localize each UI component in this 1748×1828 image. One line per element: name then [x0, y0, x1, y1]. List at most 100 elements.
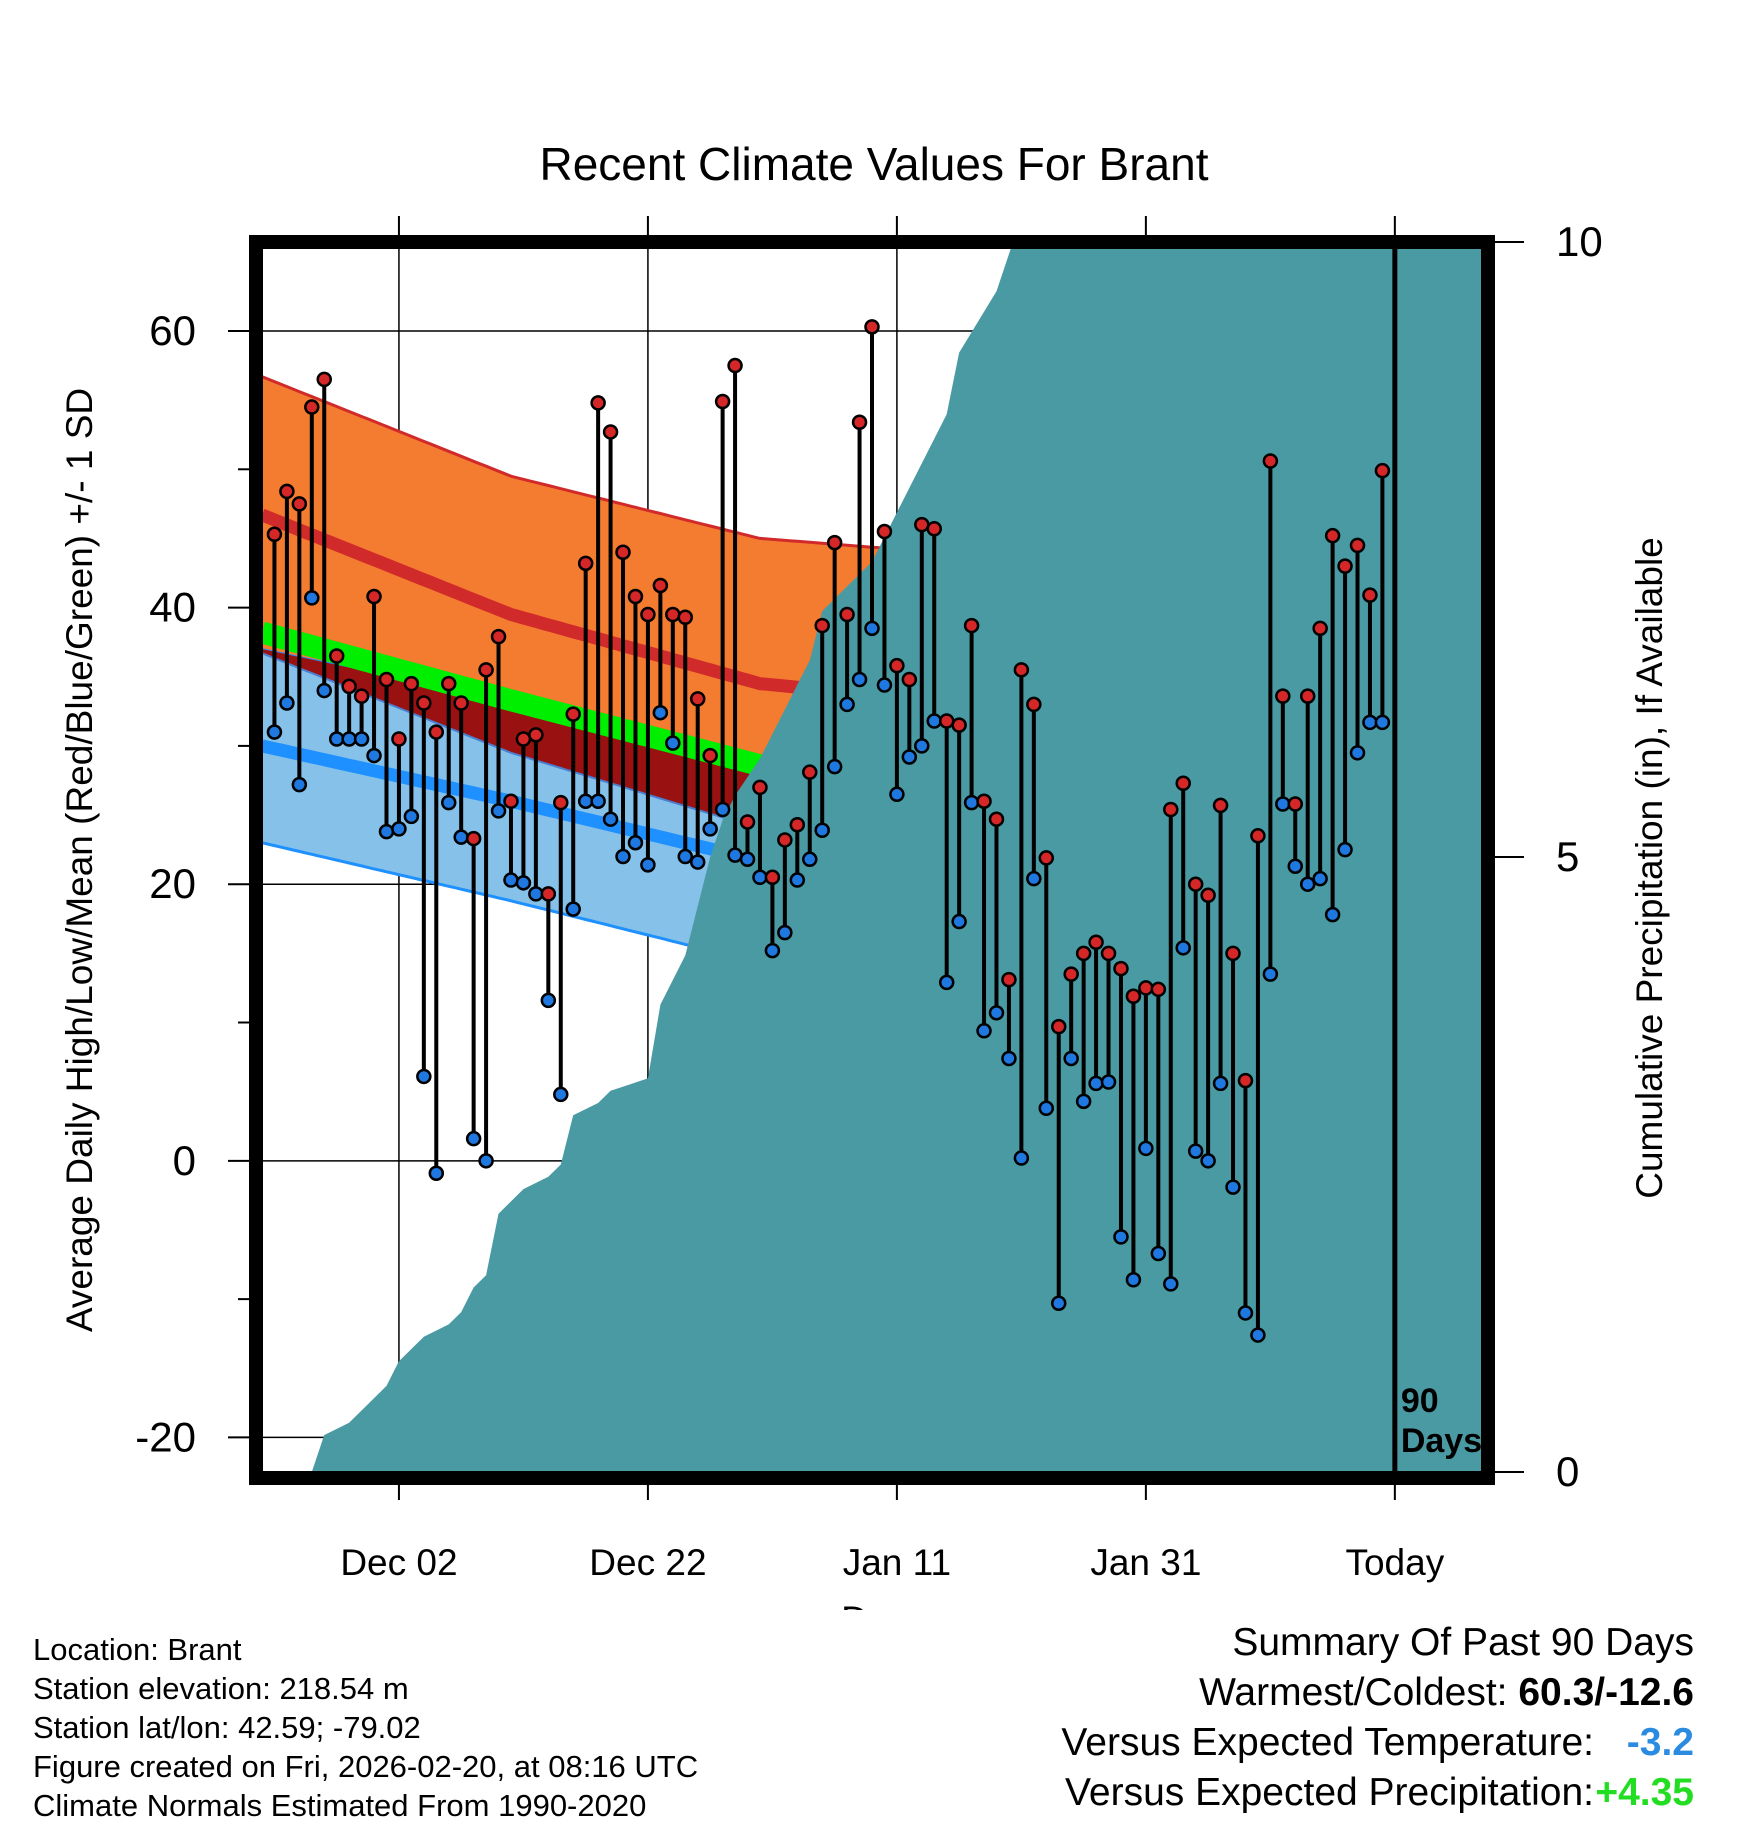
daily-low-point — [777, 924, 793, 941]
daily-low-point — [428, 1165, 445, 1182]
daily-low-point — [889, 786, 905, 803]
daily-low-point — [416, 1068, 432, 1085]
daily-high-point — [478, 662, 494, 678]
summary-temp-row: Versus Expected Temperature: -3.2 — [1061, 1718, 1694, 1768]
daily-low-point — [366, 747, 382, 764]
period-label-number: 90 — [1401, 1382, 1439, 1420]
daily-low-point — [876, 677, 893, 693]
daily-high-point — [1275, 688, 1291, 704]
daily-high-point — [341, 678, 357, 695]
plot-area — [262, 248, 1482, 1472]
daily-high-point — [739, 814, 756, 830]
daily-high-point — [1349, 537, 1366, 554]
daily-low-point — [839, 696, 855, 713]
daily-high-point — [428, 724, 445, 740]
daily-low-point — [602, 811, 619, 827]
daily-low-point — [1200, 1153, 1216, 1169]
temp-label: Versus Expected Temperature: — [1061, 1721, 1594, 1764]
daily-high-point — [391, 731, 407, 747]
daily-high-point — [266, 526, 283, 543]
daily-high-point — [1163, 801, 1179, 818]
summary-warmest-row: Warmest/Coldest: 60.3/-12.6 — [1061, 1668, 1694, 1718]
daily-high-point — [304, 399, 320, 415]
daily-low-point — [615, 848, 631, 865]
daily-low-point — [1312, 870, 1328, 887]
daily-low-point — [627, 834, 644, 851]
daily-low-point — [1063, 1050, 1079, 1067]
daily-high-point — [540, 886, 557, 902]
warmest-value: 60.3/-12.6 — [1518, 1671, 1694, 1714]
daily-low-point — [1113, 1229, 1129, 1245]
daily-low-point — [814, 822, 830, 839]
daily-low-point — [1163, 1276, 1179, 1292]
summary-precip-row: Versus Expected Precipitation:+4.35 — [1061, 1768, 1694, 1818]
daily-low-point — [1337, 841, 1353, 858]
daily-high-point — [1175, 775, 1191, 791]
location-text: Location: Brant — [33, 1632, 242, 1667]
daily-high-point — [864, 319, 880, 335]
daily-high-point — [1038, 850, 1055, 866]
daily-low-point — [714, 801, 731, 818]
daily-high-point — [553, 794, 569, 811]
daily-low-point — [590, 793, 606, 809]
precip-label: Versus Expected Precipitation: — [1065, 1771, 1594, 1814]
daily-high-point — [615, 544, 631, 561]
daily-high-point — [1100, 945, 1117, 962]
daily-high-point — [963, 617, 980, 634]
daily-high-point — [515, 731, 532, 747]
daily-low-point — [1088, 1075, 1104, 1092]
daily-low-point — [1075, 1093, 1092, 1110]
daily-high-point — [1337, 558, 1353, 574]
daily-low-point — [752, 869, 768, 886]
daily-high-point — [951, 717, 967, 733]
normals-text: Climate Normals Estimated From 1990-2020 — [33, 1788, 647, 1823]
y-axis-label: Average Daily High/Low/Mean (Red/Blue/Gr… — [59, 388, 100, 1332]
daily-high-point — [876, 523, 893, 540]
daily-high-point — [1075, 945, 1092, 962]
daily-high-point — [727, 357, 743, 374]
y-tick-label: 40 — [149, 584, 196, 631]
daily-high-point — [1200, 887, 1216, 904]
daily-high-point — [814, 617, 830, 634]
daily-low-point — [1237, 1305, 1254, 1321]
daily-low-point — [503, 872, 519, 888]
daily-high-point — [1299, 688, 1316, 704]
daily-low-point — [1349, 745, 1366, 761]
daily-high-point — [1013, 662, 1030, 678]
daily-low-point — [378, 823, 395, 840]
daily-high-point — [353, 688, 370, 704]
daily-low-point — [938, 974, 955, 991]
y2-tick-label: 5 — [1556, 833, 1579, 880]
daily-high-point — [1262, 453, 1279, 469]
daily-low-point — [465, 1130, 482, 1147]
daily-low-point — [1125, 1272, 1142, 1288]
x-tick-label: Jan 11 — [843, 1542, 951, 1583]
daily-high-point — [1187, 876, 1204, 892]
daily-low-point — [727, 847, 743, 863]
daily-high-point — [453, 695, 469, 711]
daily-low-point — [1138, 1140, 1154, 1157]
temp-value: -3.2 — [1626, 1721, 1694, 1764]
daily-low-point — [1175, 940, 1191, 956]
daily-low-point — [677, 848, 694, 865]
daily-high-point — [1063, 966, 1079, 982]
y-tick-label: 60 — [149, 307, 196, 354]
daily-high-point — [416, 695, 432, 711]
daily-low-point — [802, 851, 818, 868]
daily-low-point — [1374, 714, 1391, 731]
daily-low-point — [1038, 1100, 1055, 1117]
daily-low-point — [1187, 1143, 1204, 1159]
daily-high-point — [777, 832, 793, 848]
daily-low-point — [540, 992, 557, 1009]
x-tick-label: Dec 02 — [340, 1542, 457, 1583]
daily-high-point — [851, 414, 868, 431]
daily-high-point — [839, 606, 855, 623]
daily-low-point — [665, 735, 681, 751]
daily-low-point — [901, 749, 918, 765]
daily-high-point — [1150, 981, 1167, 998]
created-text: Figure created on Fri, 2026-02-20, at 08… — [33, 1749, 699, 1784]
daily-low-point — [1287, 858, 1304, 874]
daily-low-point — [1050, 1295, 1067, 1312]
daily-high-point — [465, 830, 482, 847]
daily-high-point — [789, 816, 806, 833]
